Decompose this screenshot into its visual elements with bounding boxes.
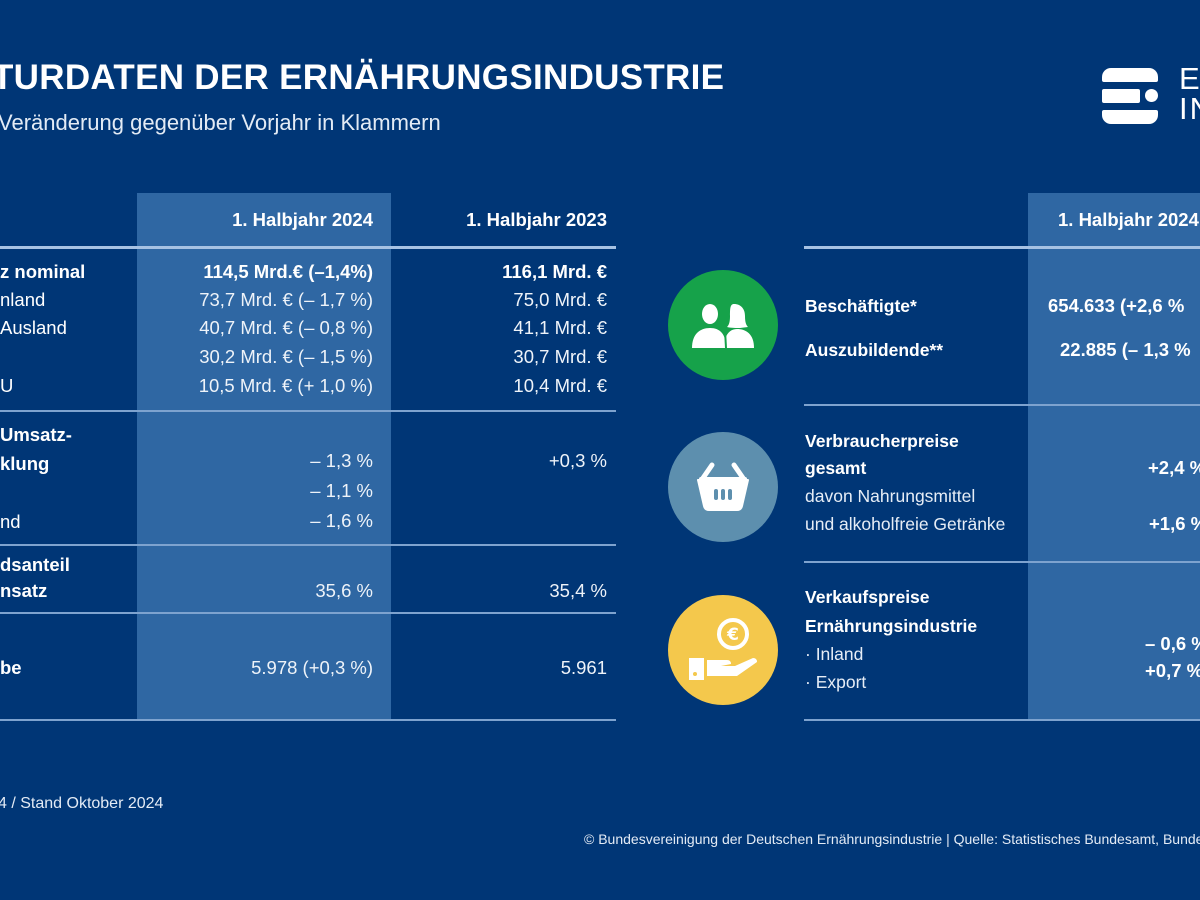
row-label-eu: U: [0, 375, 14, 396]
value-verkaufspreise-export: +0,7 %: [1145, 660, 1200, 681]
column-header-2024: 1. Halbjahr 2024: [232, 209, 373, 230]
logo-mark-icon: [1102, 68, 1158, 124]
footnote-stand: 4 / Stand Oktober 2024: [0, 795, 164, 812]
highlight-column-2024-left: [137, 193, 391, 720]
cell-2024-umsatz-ausland: – 1,1 %: [310, 480, 373, 501]
cell-2023-drittlaender: 30,7 Mrd. €: [513, 346, 607, 367]
cell-2024-betriebe: 5.978 (+0,3 %): [251, 657, 373, 678]
label-inland: · Inland: [805, 644, 864, 664]
label-gesamt: gesamt: [805, 458, 867, 478]
cell-2023-anteil: 35,4 %: [549, 580, 607, 601]
table-bottom-rule: [0, 719, 616, 721]
cell-2023-inland: 75,0 Mrd. €: [513, 289, 607, 310]
page-subtitle: Veränderung gegenüber Vorjahr in Klammer…: [0, 110, 441, 135]
cell-2024-ausland: 40,7 Mrd. € (– 0,8 %): [199, 317, 373, 338]
right-table-bottom-rule: [804, 719, 1200, 721]
cell-2024-drittlaender: 30,2 Mrd. € (– 1,5 %): [199, 346, 373, 367]
bve-logo: ER IN: [1102, 68, 1200, 126]
people-icon: [692, 304, 754, 349]
label-auszubildende: Auszubildende**: [805, 340, 944, 360]
right-section-rule: [804, 404, 1200, 406]
cell-2024-umsatz-nominal: 114,5 Mrd.€ (–1,4%): [203, 261, 373, 282]
employment-icon-circle: [668, 270, 778, 380]
logo-text-line2: IN: [1179, 91, 1200, 126]
label-export: · Export: [805, 672, 867, 692]
right-header-rule: [804, 246, 1200, 249]
label-ernaehrungsindustrie: Ernährungsindustrie: [805, 616, 978, 636]
right-section-rule: [804, 561, 1200, 563]
row-label-umsatz-nominal: z nominal: [0, 261, 86, 282]
label-beschaeftigte: Beschäftigte*: [805, 296, 917, 316]
cell-2024-umsatz-gesamt: – 1,3 %: [310, 450, 373, 471]
copyright-source: © Bundesvereinigung der Deutschen Ernähr…: [584, 831, 1200, 847]
value-beschaeftigte: 654.633 (+2,6 %: [1048, 295, 1185, 316]
cell-2024-inland: 73,7 Mrd. € (– 1,7 %): [199, 289, 373, 310]
cell-2023-umsatz-nominal: 116,1 Mrd. €: [502, 261, 607, 282]
highlight-column-2024-right: [1028, 193, 1200, 720]
value-verbraucherpreise-gesamt: +2,4 %: [1148, 457, 1200, 478]
label-verkaufspreise: Verkaufspreise: [805, 587, 930, 607]
svg-text:€: €: [726, 625, 739, 645]
row-label-anteil-line2: nsatz: [0, 580, 48, 601]
label-verbraucherpreise: Verbraucherpreise: [805, 431, 959, 451]
value-nahrungsmittel: +1,6 %: [1149, 513, 1200, 534]
row-label-ausland: Ausland: [0, 317, 67, 338]
cell-2023-ausland: 41,1 Mrd. €: [513, 317, 607, 338]
row-label-umsatz-line4: nd: [0, 511, 21, 532]
row-label-umsatz-line2: klung: [0, 453, 50, 474]
euro-hand-icon: €: [689, 618, 757, 680]
right-column-header-2024: 1. Halbjahr 2024: [1058, 209, 1199, 230]
value-verkaufspreise-inland: – 0,6 %: [1145, 633, 1200, 654]
value-auszubildende: 22.885 (– 1,3 %: [1060, 339, 1191, 360]
label-alkoholfreie-getraenke: und alkoholfreie Getränke: [805, 514, 1006, 534]
cell-2024-umsatz-inland: – 1,6 %: [310, 510, 373, 531]
row-label-betriebe: be: [0, 657, 22, 678]
row-label-inland: nland: [0, 289, 46, 310]
row-label-anteil-line1: dsanteil: [0, 554, 70, 575]
sales-prices-icon-circle: €: [668, 595, 778, 705]
section-rule: [0, 544, 616, 546]
row-label-umsatz-line1: Umsatz-: [0, 424, 72, 445]
cell-2023-betriebe: 5.961: [560, 657, 607, 678]
logo-text: ER IN: [1179, 68, 1200, 124]
cell-2023-umsatz: +0,3 %: [548, 450, 607, 471]
label-davon-nahrungsmittel: davon Nahrungsmittel: [805, 486, 976, 506]
page-title: TURDATEN DER ERNÄHRUNGSINDUSTRIE: [0, 58, 725, 97]
column-header-2023: 1. Halbjahr 2023: [466, 209, 607, 230]
cell-2024-eu: 10,5 Mrd. € (+ 1,0 %): [198, 375, 373, 396]
shopping-basket-icon: [697, 462, 749, 511]
header-rule: [0, 246, 616, 249]
logo-text-line1: ER: [1179, 68, 1200, 96]
cell-2023-eu: 10,4 Mrd. €: [513, 375, 607, 396]
section-rule: [0, 410, 616, 412]
section-rule: [0, 612, 616, 614]
consumer-prices-icon-circle: [668, 432, 778, 542]
cell-2024-anteil: 35,6 %: [315, 580, 373, 601]
